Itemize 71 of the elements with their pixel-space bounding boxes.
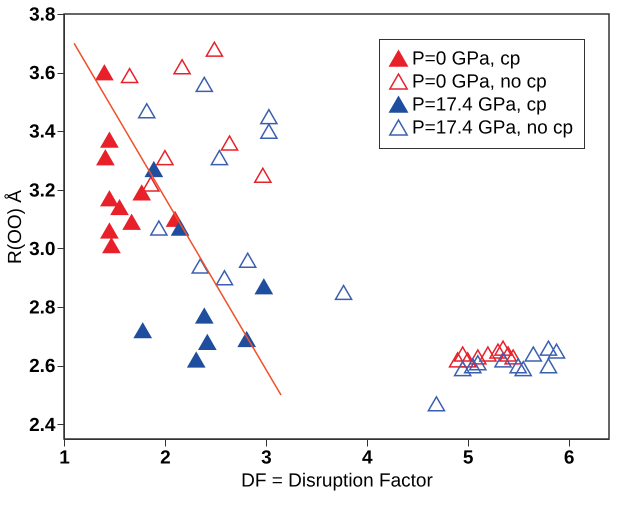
point: [494, 352, 512, 368]
point: [514, 360, 532, 376]
point: [145, 162, 163, 178]
legend-label: P=17.4 GPa, no cp: [412, 118, 574, 138]
point: [504, 349, 522, 365]
y-axis-title: R(OO) Å: [4, 190, 26, 264]
point: [255, 278, 273, 294]
point: [540, 358, 558, 374]
point: [96, 64, 114, 80]
point: [454, 346, 472, 362]
point: [254, 167, 272, 183]
x-tick-label: 4: [362, 448, 373, 468]
point: [195, 308, 214, 324]
y-tick-label: 3.2: [29, 180, 56, 202]
point: [524, 346, 542, 362]
x-tick-label: 2: [160, 448, 171, 468]
point: [206, 41, 224, 57]
point: [110, 200, 128, 216]
point: [238, 252, 256, 268]
point: [499, 346, 517, 362]
point: [100, 190, 118, 206]
point: [468, 355, 487, 371]
point: [150, 220, 168, 236]
x-tick-label: 3: [261, 448, 272, 468]
y-tick-label: 2.6: [29, 356, 56, 378]
point: [187, 352, 206, 368]
point: [210, 150, 228, 166]
legend-label: P=0 GPa, no cp: [412, 72, 547, 92]
point: [216, 270, 234, 286]
point: [134, 322, 152, 338]
point: [489, 343, 507, 359]
point: [260, 108, 278, 124]
y-tick-label: 3.4: [29, 122, 56, 143]
point: [173, 59, 191, 74]
point: [479, 346, 497, 362]
point: [464, 358, 482, 374]
point: [102, 238, 120, 254]
point: [428, 396, 446, 412]
point: [458, 352, 477, 368]
point: [96, 150, 114, 166]
point: [540, 340, 558, 356]
point: [100, 223, 118, 239]
point: [548, 343, 566, 359]
point: [468, 349, 487, 365]
y-tick-label: 3.6: [29, 63, 56, 84]
point: [454, 360, 472, 376]
point: [195, 76, 214, 92]
point: [260, 124, 278, 139]
point: [220, 135, 238, 151]
point: [191, 258, 210, 274]
point: [494, 340, 512, 356]
legend-label: P=17.4 GPa, cp: [412, 94, 547, 116]
point: [138, 102, 156, 118]
x-tick-label: 5: [462, 448, 474, 468]
x-axis-title: DF = Disruption Factor: [241, 470, 434, 492]
point: [122, 214, 140, 230]
point: [509, 358, 527, 374]
point: [198, 334, 216, 350]
point: [100, 132, 118, 148]
x-tick-label: 6: [564, 448, 574, 468]
point: [334, 284, 352, 300]
point: [132, 185, 151, 201]
y-tick-label: 2.8: [29, 298, 56, 319]
legend-label: P=0 GPa, cp: [412, 48, 520, 70]
y-tick-label: 2.4: [29, 414, 56, 436]
y-tick-label: 3.8: [29, 4, 56, 26]
y-tick-label: 3.0: [29, 238, 56, 260]
point: [156, 150, 174, 166]
point: [142, 176, 160, 192]
x-tick-label: 1: [59, 448, 70, 468]
point: [120, 68, 138, 84]
